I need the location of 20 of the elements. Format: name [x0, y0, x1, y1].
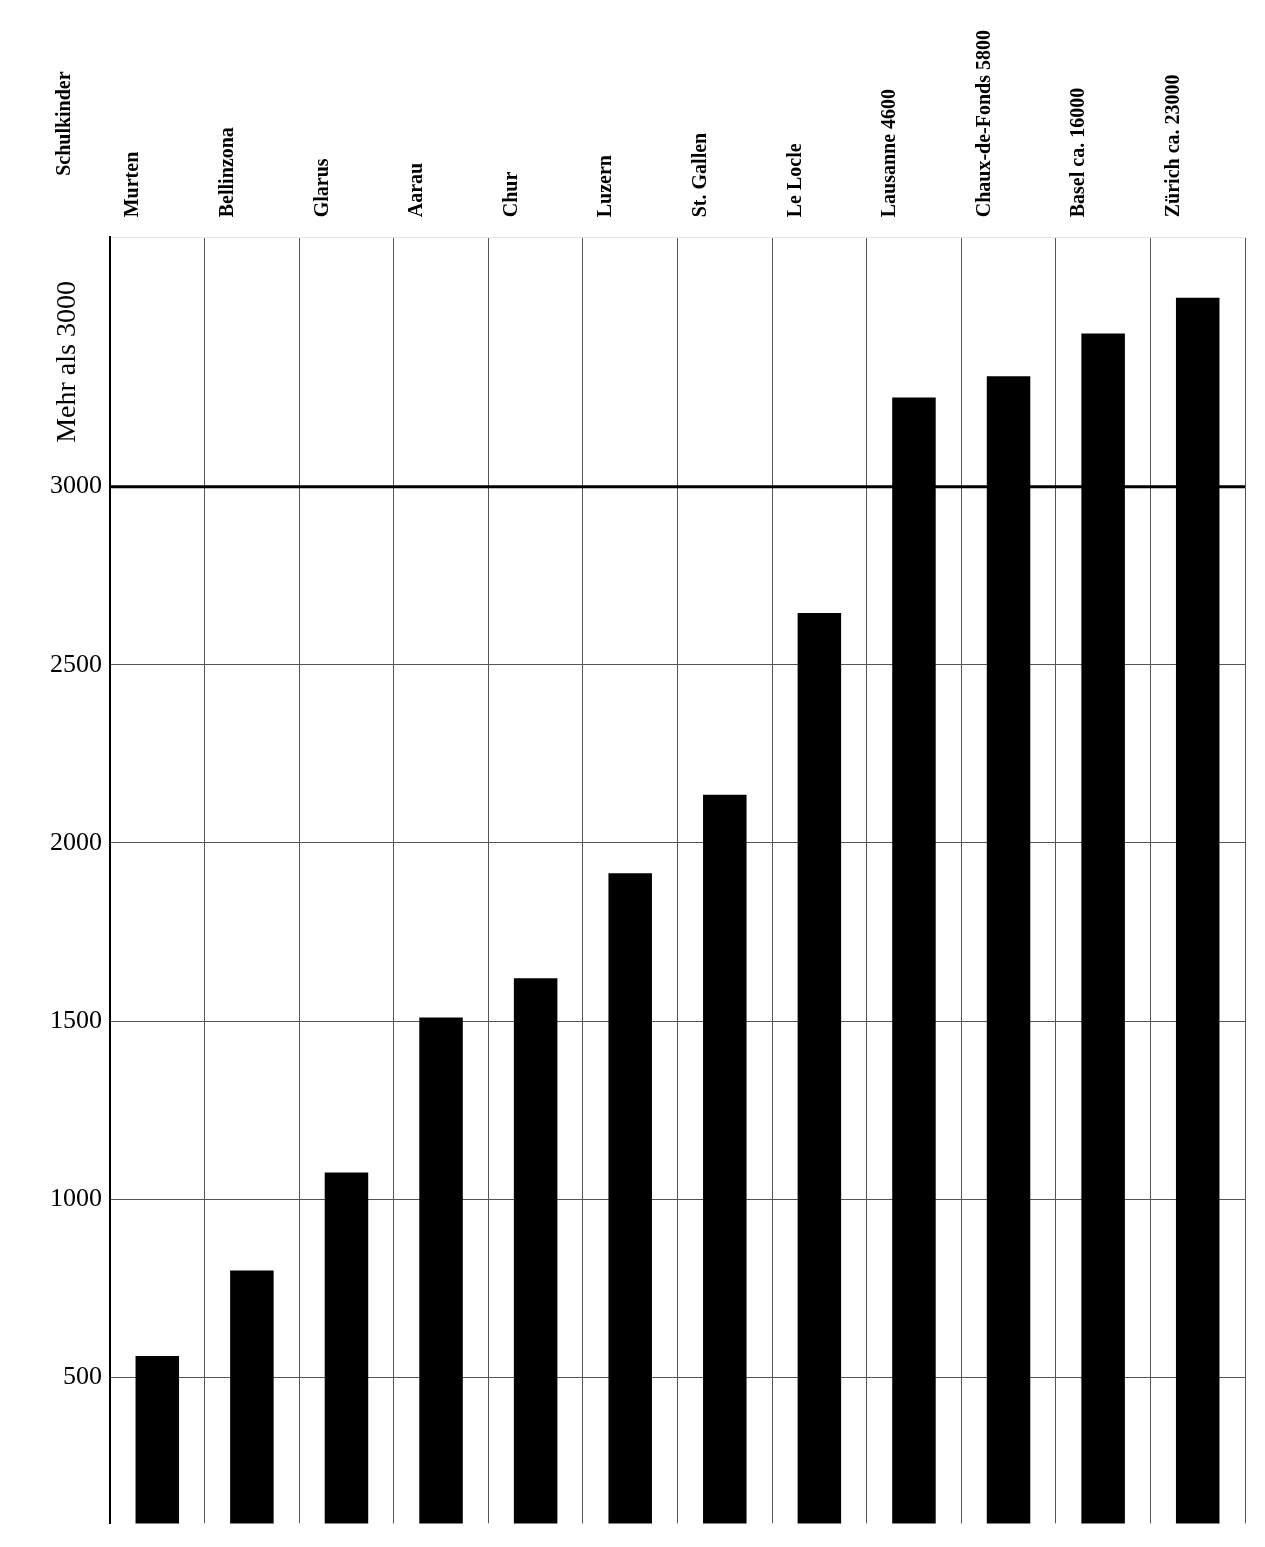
- x-tick-label: Le Locle: [782, 143, 805, 218]
- x-tick-label: Glarus: [309, 158, 332, 218]
- x-tick-label: Aarau: [404, 162, 427, 218]
- y-tick-label: 1500: [50, 1004, 102, 1034]
- x-tick-label: Chaux-de-Fonds 5800: [971, 29, 994, 218]
- x-tick-label: Zürich ca. 23000: [1160, 74, 1183, 218]
- y-tick-label: 2500: [50, 648, 102, 678]
- y-tick-label: 1000: [50, 1183, 102, 1213]
- y-tick-label: 500: [63, 1361, 102, 1391]
- x-tick-label: Basel ca. 16000: [1066, 87, 1089, 218]
- x-tick-label: Chur: [498, 171, 521, 218]
- x-tick-label: Murten: [120, 151, 143, 218]
- y-tick-label: 2000: [50, 826, 102, 856]
- x-tick-label: St. Gallen: [687, 132, 710, 218]
- text: Mehr als 3000: [50, 281, 82, 443]
- x-tick-label: Lausanne 4600: [877, 88, 900, 218]
- y-axis-title: Schulkinder: [52, 71, 75, 176]
- x-tick-label: Bellinzona: [215, 127, 238, 218]
- x-tick-label: Luzern: [593, 155, 616, 218]
- y-tick-label: 3000: [50, 470, 102, 500]
